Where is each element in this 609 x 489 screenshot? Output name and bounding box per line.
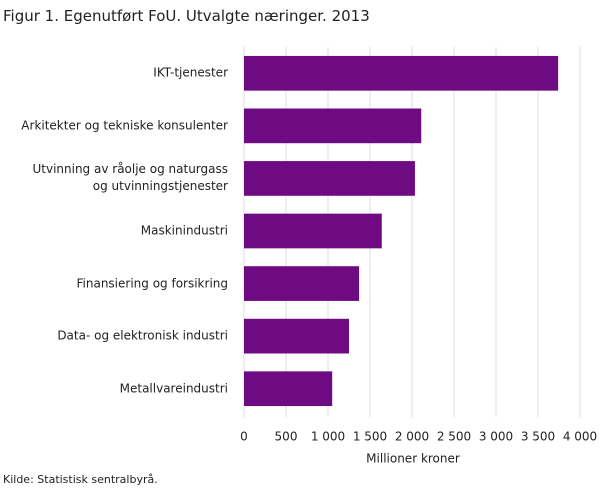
- y-tick-label: Arkitekter og tekniske konsulenter: [21, 118, 228, 133]
- x-tick-label: 0: [240, 430, 248, 444]
- x-tick-label: 4 000: [563, 430, 597, 444]
- bar: [244, 55, 559, 91]
- x-tick-label: 2 000: [395, 430, 429, 444]
- y-tick-label: Data- og elektronisk industri: [57, 328, 228, 343]
- x-tick-label: 3 500: [521, 430, 555, 444]
- x-tick-label: 3 000: [479, 430, 513, 444]
- y-tick-label: Metallvareindustri: [119, 381, 228, 396]
- x-tick-label: 500: [275, 430, 298, 444]
- y-tick-label: Finansiering og forsikring: [76, 276, 229, 291]
- bar: [244, 161, 415, 196]
- x-axis-label: Millioner kroner: [366, 452, 460, 466]
- x-tick-label: 1 500: [353, 430, 387, 444]
- bar: [244, 266, 360, 301]
- y-tick-label: Maskinindustri: [140, 223, 228, 238]
- x-tick-label: 2 500: [437, 430, 471, 444]
- bar: [244, 318, 349, 354]
- bar: [244, 108, 422, 144]
- chart-title: Figur 1. Egenutført FoU. Utvalgte næring…: [3, 7, 370, 25]
- x-tick-label: 1 000: [311, 430, 345, 444]
- y-tick-label: IKT-tjenester: [153, 65, 228, 80]
- bar: [244, 371, 333, 407]
- bar: [244, 213, 382, 249]
- y-tick-label: Utvinning av råolje og naturgass og utvi…: [32, 162, 228, 194]
- source-note: Kilde: Statistisk sentralbyrå.: [3, 473, 158, 486]
